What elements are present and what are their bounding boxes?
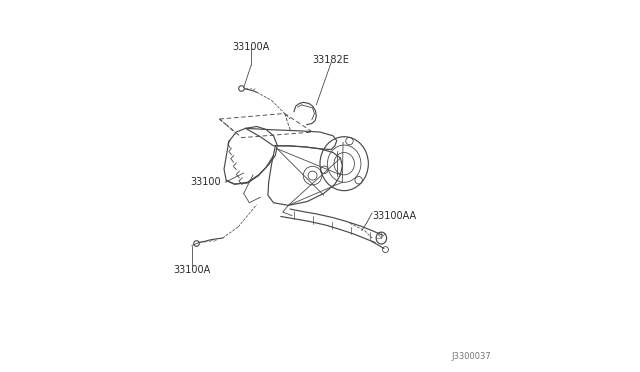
Text: 33100: 33100 <box>191 177 221 187</box>
Text: 33182E: 33182E <box>313 55 349 64</box>
Text: J3300037: J3300037 <box>451 352 491 361</box>
Text: 33100AA: 33100AA <box>372 211 416 221</box>
Text: 33100A: 33100A <box>173 265 211 275</box>
Text: 33100A: 33100A <box>232 42 270 51</box>
